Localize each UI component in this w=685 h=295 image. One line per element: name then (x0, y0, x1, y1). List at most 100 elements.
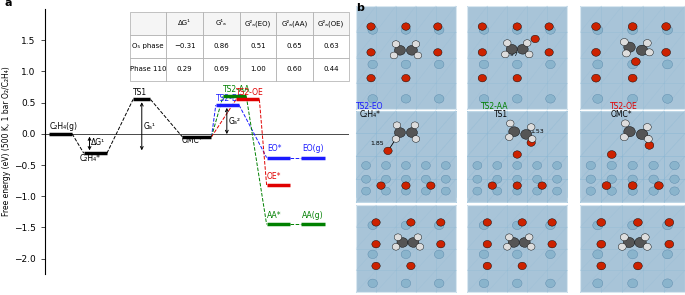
Circle shape (531, 35, 539, 43)
Circle shape (368, 26, 377, 34)
Circle shape (525, 234, 533, 241)
Circle shape (421, 162, 430, 169)
Circle shape (628, 161, 637, 170)
Circle shape (416, 243, 423, 250)
Circle shape (512, 250, 522, 259)
Circle shape (401, 250, 411, 259)
Circle shape (597, 219, 606, 226)
Circle shape (406, 128, 417, 137)
Circle shape (513, 175, 522, 183)
Text: TS2-AA: TS2-AA (481, 102, 508, 111)
Text: TS2-AA: TS2-AA (223, 85, 251, 94)
Text: C₂H₄*: C₂H₄* (79, 154, 101, 163)
Circle shape (436, 219, 445, 226)
Circle shape (546, 221, 556, 230)
Circle shape (401, 162, 410, 169)
Text: 1.53: 1.53 (530, 130, 544, 135)
Circle shape (393, 41, 400, 47)
Circle shape (665, 219, 674, 226)
Circle shape (592, 74, 601, 82)
Circle shape (408, 237, 419, 247)
Circle shape (372, 219, 380, 226)
Circle shape (434, 23, 442, 30)
Text: C₂H₄(g): C₂H₄(g) (49, 122, 77, 131)
Circle shape (586, 175, 595, 183)
Circle shape (368, 279, 377, 288)
Circle shape (434, 26, 444, 34)
Circle shape (607, 187, 616, 195)
Circle shape (527, 139, 536, 146)
Circle shape (393, 136, 400, 142)
Circle shape (390, 52, 398, 59)
Circle shape (623, 237, 635, 248)
Text: a: a (5, 0, 12, 8)
Circle shape (362, 187, 371, 195)
Circle shape (401, 60, 411, 69)
Circle shape (649, 187, 658, 195)
Circle shape (654, 182, 663, 189)
Circle shape (649, 175, 658, 183)
Circle shape (493, 175, 502, 183)
Bar (580, 205, 685, 292)
Circle shape (645, 135, 652, 142)
Circle shape (384, 147, 393, 155)
Circle shape (546, 26, 556, 34)
Circle shape (401, 175, 410, 183)
Circle shape (527, 243, 535, 250)
Circle shape (545, 49, 553, 56)
Circle shape (670, 187, 680, 195)
Circle shape (513, 74, 521, 82)
Circle shape (362, 175, 371, 183)
Circle shape (412, 41, 420, 47)
Circle shape (421, 187, 430, 195)
Circle shape (635, 237, 646, 248)
Text: b: b (356, 3, 364, 13)
Circle shape (483, 240, 492, 248)
Circle shape (478, 49, 486, 56)
Circle shape (662, 23, 671, 30)
Circle shape (518, 262, 526, 270)
Circle shape (662, 60, 673, 69)
Circle shape (393, 243, 400, 250)
Circle shape (401, 279, 411, 288)
Circle shape (479, 26, 489, 34)
Circle shape (401, 182, 410, 189)
Text: Gₐ¹: Gₐ¹ (143, 122, 155, 131)
Text: AA*: AA* (267, 211, 282, 220)
Circle shape (382, 162, 390, 169)
Bar (580, 111, 685, 202)
Circle shape (414, 52, 422, 59)
Circle shape (632, 58, 640, 65)
Circle shape (607, 161, 616, 170)
Bar (356, 205, 456, 292)
Circle shape (503, 40, 511, 46)
Bar (356, 6, 456, 109)
Circle shape (434, 60, 444, 69)
Circle shape (608, 151, 616, 158)
Circle shape (377, 182, 385, 189)
Circle shape (506, 45, 517, 54)
Circle shape (634, 262, 643, 270)
Text: TS2-OE: TS2-OE (236, 88, 264, 97)
Circle shape (479, 221, 489, 230)
Circle shape (473, 175, 482, 183)
Circle shape (624, 42, 635, 52)
Circle shape (670, 175, 680, 183)
Circle shape (427, 182, 435, 189)
Circle shape (506, 234, 513, 241)
Circle shape (586, 187, 595, 195)
Circle shape (627, 94, 638, 103)
Circle shape (546, 250, 556, 259)
Circle shape (628, 182, 637, 189)
Circle shape (401, 221, 411, 230)
Text: OMC*: OMC* (182, 135, 203, 145)
Circle shape (621, 134, 628, 141)
Circle shape (395, 128, 406, 137)
Circle shape (519, 237, 530, 247)
Circle shape (434, 250, 444, 259)
Circle shape (627, 221, 638, 230)
Circle shape (501, 51, 509, 58)
Text: 1.85: 1.85 (370, 141, 384, 146)
Circle shape (645, 142, 653, 149)
Circle shape (512, 221, 522, 230)
